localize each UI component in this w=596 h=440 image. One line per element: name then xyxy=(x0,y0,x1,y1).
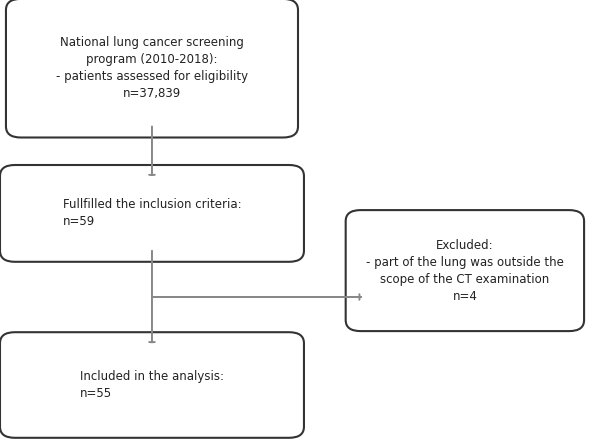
FancyBboxPatch shape xyxy=(346,210,584,331)
Text: Included in the analysis:
n=55: Included in the analysis: n=55 xyxy=(80,370,224,400)
FancyBboxPatch shape xyxy=(0,332,304,438)
Text: Fullfilled the inclusion criteria:
n=59: Fullfilled the inclusion criteria: n=59 xyxy=(63,198,241,228)
FancyBboxPatch shape xyxy=(0,165,304,262)
FancyBboxPatch shape xyxy=(6,0,298,137)
Text: Excluded:
- part of the lung was outside the
scope of the CT examination
n=4: Excluded: - part of the lung was outside… xyxy=(366,238,564,303)
Text: National lung cancer screening
program (2010-2018):
- patients assessed for elig: National lung cancer screening program (… xyxy=(56,36,248,100)
